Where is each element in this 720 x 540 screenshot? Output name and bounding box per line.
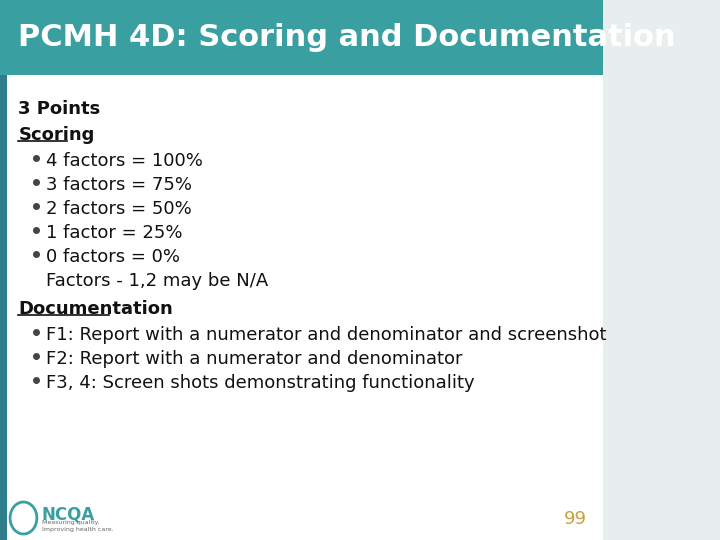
Text: Measuring quality.
Improving health care.: Measuring quality. Improving health care… — [42, 520, 114, 532]
Text: NCQA: NCQA — [42, 505, 95, 523]
Text: 99: 99 — [564, 510, 587, 528]
Text: PCMH 4D: Scoring and Documentation: PCMH 4D: Scoring and Documentation — [19, 23, 676, 52]
Text: 4 factors = 100%: 4 factors = 100% — [46, 152, 203, 170]
Text: Factors - 1,2 may be N/A: Factors - 1,2 may be N/A — [46, 272, 269, 290]
Text: 2 factors = 50%: 2 factors = 50% — [46, 200, 192, 218]
Text: 3 factors = 75%: 3 factors = 75% — [46, 176, 192, 194]
Text: 3 Points: 3 Points — [19, 100, 101, 118]
Text: F3, 4: Screen shots demonstrating functionality: F3, 4: Screen shots demonstrating functi… — [46, 374, 474, 392]
Text: Scoring: Scoring — [19, 126, 95, 144]
FancyBboxPatch shape — [6, 75, 603, 540]
FancyBboxPatch shape — [0, 0, 603, 75]
Text: 0 factors = 0%: 0 factors = 0% — [46, 248, 180, 266]
Text: 1 factor = 25%: 1 factor = 25% — [46, 224, 183, 242]
Text: F2: Report with a numerator and denominator: F2: Report with a numerator and denomina… — [46, 350, 462, 368]
FancyBboxPatch shape — [0, 75, 6, 540]
Text: F1: Report with a numerator and denominator and screenshot: F1: Report with a numerator and denomina… — [46, 326, 606, 344]
Text: Documentation: Documentation — [19, 300, 174, 318]
